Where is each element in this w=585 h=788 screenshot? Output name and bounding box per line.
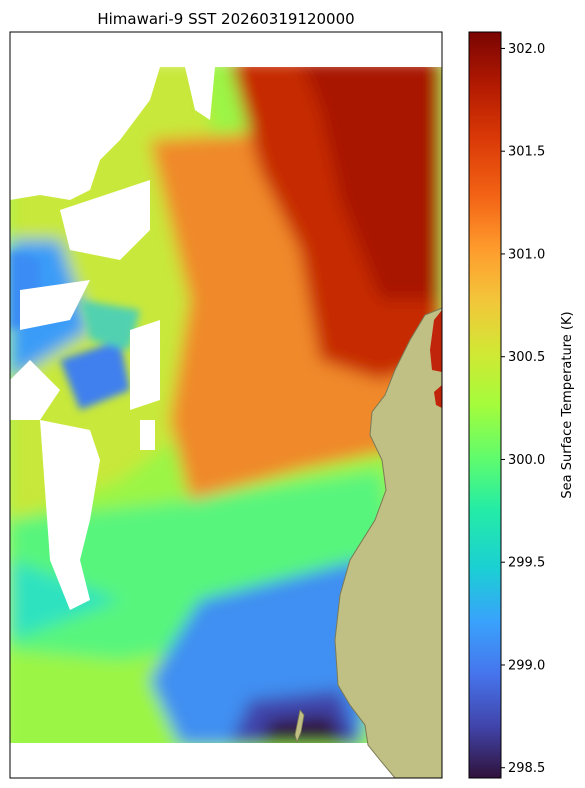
colorbar-tick-label: 300.5 (508, 350, 545, 365)
colorbar-tick-label: 302.0 (508, 42, 545, 57)
land-mass (334, 307, 443, 779)
colorbar-tick-label: 299.5 (508, 556, 545, 571)
colorbar-tick-label: 299.0 (508, 658, 545, 673)
colorbar (468, 31, 502, 779)
colorbar-tick-label: 300.0 (508, 453, 545, 468)
island (294, 709, 305, 744)
chart-title: Himawari-9 SST 20260319120000 (97, 10, 354, 28)
colorbar-tick-label: 298.5 (508, 761, 545, 776)
map-frame (9, 31, 443, 779)
colorbar-label: Sea Surface Temperature (K) (560, 311, 575, 498)
colorbar-tick-label: 301.0 (508, 247, 545, 262)
colorbar-ticks: 298.5 299.0 299.5 300.0 300.5 301.0 301.5 302.0 (501, 42, 545, 776)
zone-southern-tip (260, 715, 344, 743)
missing-data-mask (10, 67, 215, 610)
east-edge-warm-patch (430, 310, 442, 372)
sst-field (10, 67, 442, 743)
colorbar-tick-label: 301.5 (508, 145, 545, 160)
